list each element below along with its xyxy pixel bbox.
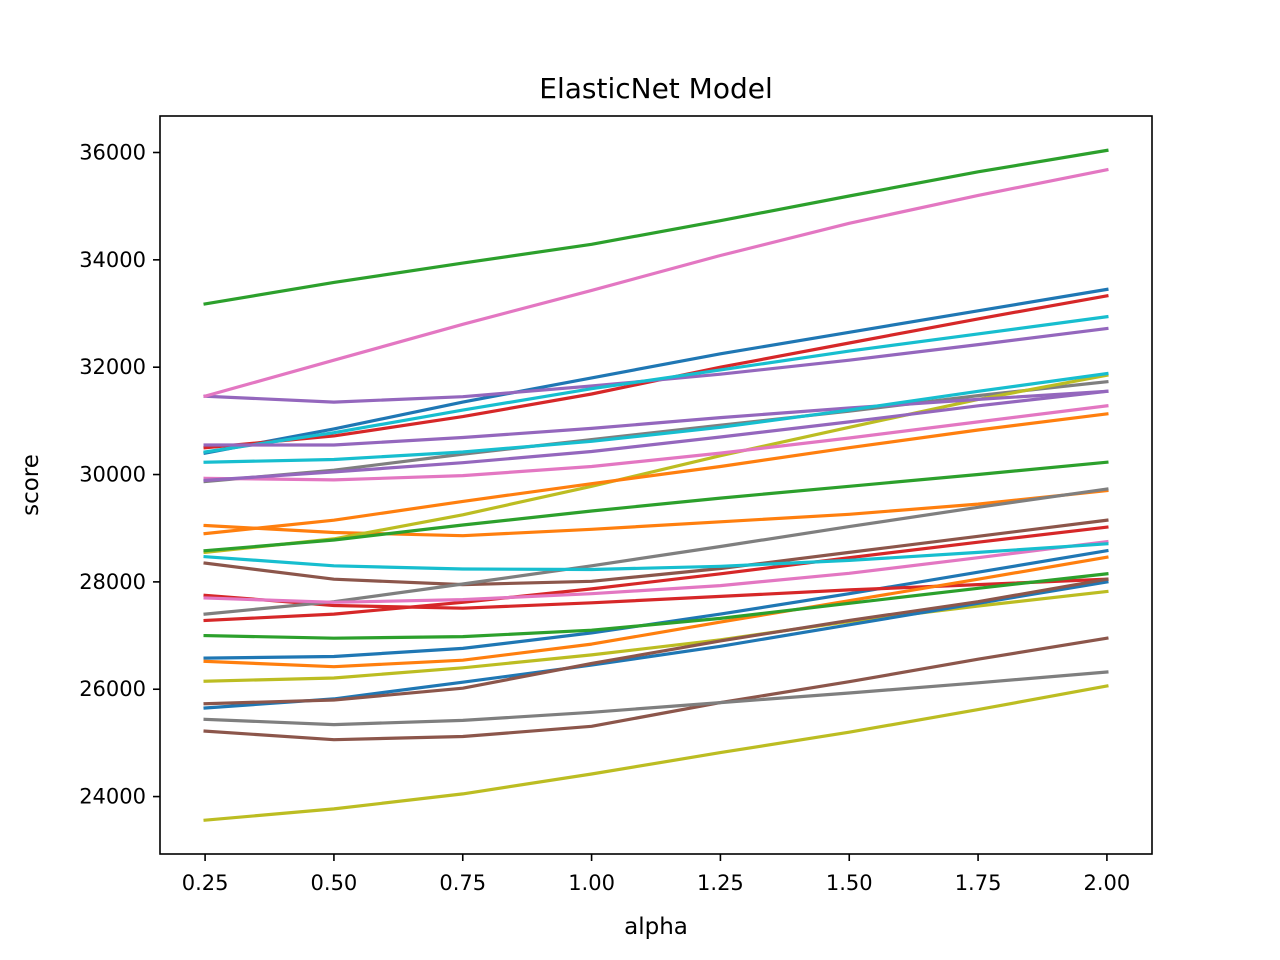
x-tick-label: 0.50	[311, 871, 358, 895]
x-tick-label: 1.25	[697, 871, 744, 895]
x-tick-label: 2.00	[1084, 871, 1131, 895]
series-line-28	[203, 670, 1109, 727]
series-line-16	[203, 636, 1109, 742]
y-tick-label: 36000	[79, 140, 146, 164]
series-line-25	[203, 389, 1109, 483]
series-line-27	[203, 539, 1109, 604]
x-tick-label: 0.75	[439, 871, 486, 895]
y-tick-label: 30000	[79, 463, 146, 487]
series-layer	[203, 148, 1109, 822]
y-tick-label: 28000	[79, 570, 146, 594]
series-line-14	[203, 577, 1109, 610]
series-line-22	[203, 555, 1109, 669]
y-axis: 24000 26000 28000 30000 32000 34000 36000	[79, 140, 160, 809]
series-line-17	[203, 404, 1109, 482]
plot-frame	[159, 115, 1153, 855]
series-line-12	[203, 412, 1109, 536]
chart-title: ElasticNet Model	[539, 72, 773, 105]
series-line-9	[203, 373, 1109, 555]
y-tick-label: 26000	[79, 677, 146, 701]
series-line-30	[203, 542, 1109, 572]
series-line-15	[203, 389, 1109, 447]
series-line-2	[203, 488, 1109, 538]
x-tick-label: 0.25	[182, 871, 229, 895]
series-line-18	[203, 487, 1109, 616]
series-line-23	[203, 572, 1109, 640]
series-line-3	[203, 148, 1109, 306]
series-line-1	[203, 287, 1109, 455]
series-line-26	[203, 577, 1109, 706]
x-axis-label: alpha	[624, 914, 688, 940]
series-line-13	[203, 460, 1109, 553]
series-line-29	[203, 684, 1109, 822]
y-tick-label: 32000	[79, 355, 146, 379]
series-line-21	[203, 580, 1109, 710]
x-tick-label: 1.75	[955, 871, 1002, 895]
series-line-7	[203, 167, 1109, 399]
x-axis: 0.25 0.50 0.75 1.00 1.25 1.50 1.75 2.00	[182, 854, 1131, 895]
x-tick-label: 1.00	[568, 871, 615, 895]
series-line-8	[203, 379, 1109, 484]
series-line-10	[203, 314, 1109, 454]
y-tick-label: 24000	[79, 785, 146, 809]
series-line-19	[203, 589, 1109, 683]
series-line-6	[203, 518, 1109, 587]
series-line-20	[203, 371, 1109, 464]
y-axis-label: score	[18, 454, 44, 516]
y-tick-label: 34000	[79, 248, 146, 272]
x-tick-label: 1.50	[826, 871, 873, 895]
series-line-24	[203, 525, 1109, 623]
